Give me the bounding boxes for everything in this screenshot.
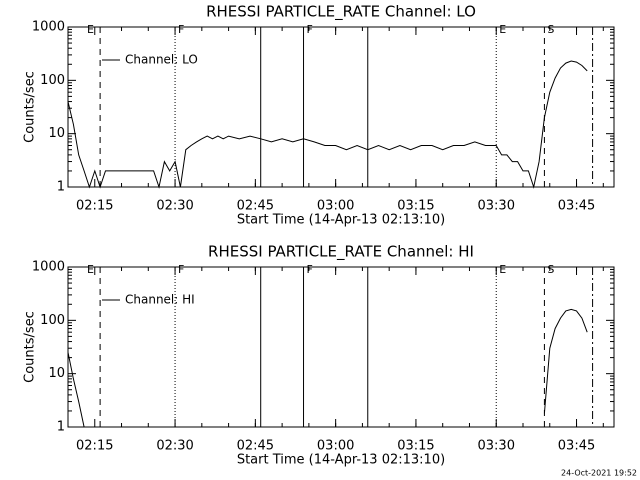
y-axis-label: Counts/sec bbox=[23, 71, 38, 143]
x-tick-label: 02:45 bbox=[237, 439, 274, 454]
y-tick-label: 1 bbox=[57, 180, 65, 195]
plot-frame bbox=[67, 26, 615, 188]
flag-label: F bbox=[307, 23, 313, 36]
x-tick-label: 03:00 bbox=[317, 199, 354, 214]
flag-label: F bbox=[178, 263, 184, 276]
y-tick-label: 1 bbox=[57, 420, 65, 435]
y-tick-label: 10 bbox=[48, 126, 65, 141]
x-tick-label: 03:15 bbox=[397, 439, 434, 454]
flag-label: S bbox=[547, 23, 554, 36]
x-tick-label: 03:45 bbox=[558, 199, 595, 214]
flag-label: F bbox=[307, 263, 313, 276]
y-tick-label: 1000 bbox=[32, 260, 65, 275]
y-tick-label: 100 bbox=[40, 73, 65, 88]
y-tick-label: 1000 bbox=[32, 20, 65, 35]
legend-label: Channel: HI bbox=[125, 293, 195, 307]
x-tick-label: 03:45 bbox=[558, 439, 595, 454]
x-tick-label: 03:00 bbox=[317, 439, 354, 454]
flag-label: E bbox=[499, 263, 506, 276]
footer-timestamp: 24-Oct-2021 19:52 bbox=[561, 469, 637, 478]
y-tick-label: 100 bbox=[40, 313, 65, 328]
x-tick-label: 02:30 bbox=[156, 439, 193, 454]
series-line bbox=[67, 308, 588, 428]
x-tick-label: 03:30 bbox=[478, 439, 515, 454]
x-tick-label: 03:15 bbox=[397, 199, 434, 214]
x-tick-label: 02:45 bbox=[237, 199, 274, 214]
flag-label: S bbox=[547, 263, 554, 276]
x-axis-label: Start Time (14-Apr-13 02:13:10) bbox=[237, 213, 445, 228]
flag-label: E bbox=[499, 23, 506, 36]
flag-label: E bbox=[87, 263, 94, 276]
plot-frame bbox=[67, 266, 615, 428]
chart-title: RHESSI PARTICLE_RATE Channel: HI bbox=[208, 243, 474, 262]
flag-label: E bbox=[87, 23, 94, 36]
x-tick-label: 02:30 bbox=[156, 199, 193, 214]
flag-label: F bbox=[178, 23, 184, 36]
series-line bbox=[67, 60, 588, 189]
x-axis-label: Start Time (14-Apr-13 02:13:10) bbox=[237, 453, 445, 468]
legend-label: Channel: LO bbox=[125, 53, 198, 67]
x-tick-label: 02:15 bbox=[76, 199, 113, 214]
y-tick-label: 10 bbox=[48, 366, 65, 381]
y-axis-label: Counts/sec bbox=[23, 311, 38, 383]
chart-title: RHESSI PARTICLE_RATE Channel: LO bbox=[206, 3, 476, 22]
x-tick-label: 02:15 bbox=[76, 439, 113, 454]
x-tick-label: 03:30 bbox=[478, 199, 515, 214]
